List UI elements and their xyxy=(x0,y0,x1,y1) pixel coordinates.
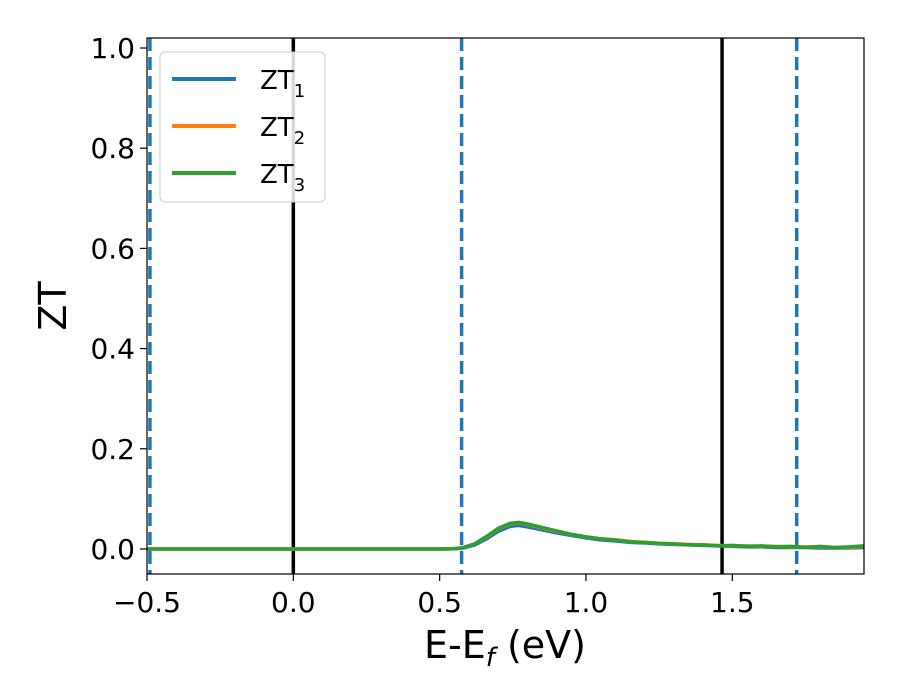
x-axis-ticks: −0.5 0.0 0.5 1.0 1.5 xyxy=(113,574,755,619)
y-tick-label-3: 0.6 xyxy=(90,232,135,265)
legend-box xyxy=(159,51,326,203)
legend: ZT1 ZT2 ZT3 xyxy=(159,51,326,203)
y-tick-label-4: 0.8 xyxy=(90,132,135,165)
legend-label-2: ZT2 xyxy=(260,113,305,149)
legend-label-3: ZT3 xyxy=(260,160,305,196)
x-tick-label-0: −0.5 xyxy=(113,586,181,619)
y-tick-label-1: 0.2 xyxy=(90,433,135,466)
x-tick-label-1: 0.0 xyxy=(271,586,316,619)
x-axis-title: E-Ef (eV) xyxy=(424,623,586,673)
plot-frame xyxy=(146,37,865,575)
y-axis-ticks: 0.0 0.2 0.4 0.6 0.8 1.0 xyxy=(90,32,147,566)
series-line-3 xyxy=(147,520,864,551)
x-tick-label-2: 0.5 xyxy=(417,586,462,619)
x-tick-label-3: 1.0 xyxy=(564,586,609,619)
legend-label-1: ZT1 xyxy=(260,66,305,102)
y-tick-label-5: 1.0 xyxy=(90,32,135,65)
y-axis-title: ZT xyxy=(31,281,75,331)
y-tick-label-0: 0.0 xyxy=(90,533,135,566)
x-tick-label-4: 1.5 xyxy=(710,586,755,619)
series-lines xyxy=(147,520,864,551)
y-tick-label-2: 0.4 xyxy=(90,333,135,366)
